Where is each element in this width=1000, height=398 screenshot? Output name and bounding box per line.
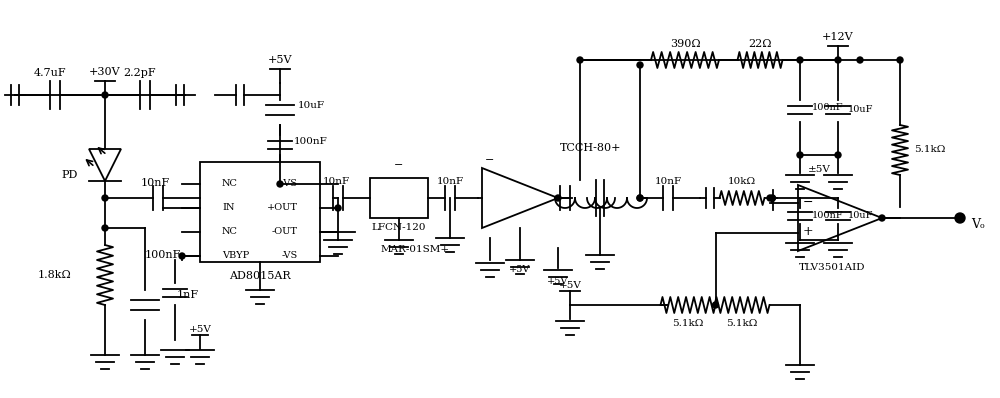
- Text: 5.1kΩ: 5.1kΩ: [672, 318, 704, 328]
- Text: 10nF: 10nF: [140, 178, 170, 188]
- Text: AD8015AR: AD8015AR: [229, 271, 291, 281]
- Text: +VS: +VS: [276, 179, 298, 189]
- Text: −: −: [803, 196, 813, 209]
- Text: 5.1kΩ: 5.1kΩ: [726, 318, 758, 328]
- Circle shape: [767, 195, 773, 201]
- Circle shape: [955, 213, 965, 223]
- Circle shape: [897, 57, 903, 63]
- Text: +: +: [803, 225, 813, 238]
- Text: IN: IN: [222, 203, 234, 213]
- Circle shape: [835, 152, 841, 158]
- Text: 1.8kΩ: 1.8kΩ: [38, 270, 72, 280]
- Circle shape: [770, 195, 776, 201]
- Text: NC: NC: [222, 228, 238, 236]
- Text: 10uF: 10uF: [298, 101, 325, 109]
- Text: 5.1kΩ: 5.1kΩ: [914, 146, 945, 154]
- Circle shape: [277, 181, 283, 187]
- Text: −: −: [485, 155, 495, 165]
- Text: +5V: +5V: [559, 281, 581, 289]
- Text: 10uF: 10uF: [848, 105, 874, 115]
- Text: 100nF: 100nF: [294, 137, 328, 146]
- Text: VBYP: VBYP: [222, 252, 249, 261]
- Text: 1nF: 1nF: [177, 290, 199, 300]
- Text: MAR-01SM+: MAR-01SM+: [380, 246, 450, 254]
- Text: +5V: +5V: [268, 55, 292, 65]
- Text: 4.7uF: 4.7uF: [34, 68, 66, 78]
- Text: -OUT: -OUT: [272, 228, 298, 236]
- Bar: [370, 178, 428, 218]
- Text: +5V: +5V: [547, 277, 569, 287]
- Circle shape: [879, 215, 885, 221]
- Text: −: −: [394, 160, 404, 170]
- Text: 10nF: 10nF: [436, 178, 464, 187]
- Text: +12V: +12V: [822, 32, 854, 42]
- Circle shape: [712, 302, 718, 308]
- Text: LFCN-120: LFCN-120: [372, 224, 426, 232]
- Text: 100nF: 100nF: [812, 211, 844, 220]
- Text: +5V: +5V: [509, 265, 531, 275]
- Text: NC: NC: [222, 179, 238, 189]
- Text: 22Ω: 22Ω: [748, 39, 772, 49]
- Bar: [200, 162, 320, 262]
- Text: 10kΩ: 10kΩ: [728, 178, 756, 187]
- Text: 10nF: 10nF: [322, 178, 350, 187]
- Circle shape: [102, 195, 108, 201]
- Text: 390Ω: 390Ω: [670, 39, 700, 49]
- Text: -VS: -VS: [282, 252, 298, 261]
- Text: 2.2pF: 2.2pF: [124, 68, 156, 78]
- Circle shape: [797, 57, 803, 63]
- Circle shape: [102, 225, 108, 231]
- Circle shape: [797, 152, 803, 158]
- Circle shape: [835, 57, 841, 63]
- Text: 10nF: 10nF: [654, 178, 682, 187]
- Text: 100nF: 100nF: [812, 103, 844, 113]
- Text: TCCH-80+: TCCH-80+: [560, 143, 622, 153]
- Text: TLV3501AID: TLV3501AID: [799, 263, 865, 271]
- Circle shape: [335, 205, 341, 211]
- Circle shape: [102, 92, 108, 98]
- Circle shape: [555, 195, 561, 201]
- Text: 10uF: 10uF: [848, 211, 874, 220]
- Circle shape: [637, 195, 643, 201]
- Circle shape: [577, 57, 583, 63]
- Circle shape: [179, 253, 185, 259]
- Text: ±5V: ±5V: [808, 164, 830, 174]
- Text: Vₒ: Vₒ: [971, 217, 985, 230]
- Circle shape: [637, 62, 643, 68]
- Circle shape: [637, 195, 643, 201]
- Circle shape: [857, 57, 863, 63]
- Text: PD: PD: [62, 170, 78, 180]
- Text: 100nF: 100nF: [145, 250, 181, 260]
- Text: +OUT: +OUT: [267, 203, 298, 213]
- Text: +30V: +30V: [89, 67, 121, 77]
- Text: +5V: +5V: [189, 324, 211, 334]
